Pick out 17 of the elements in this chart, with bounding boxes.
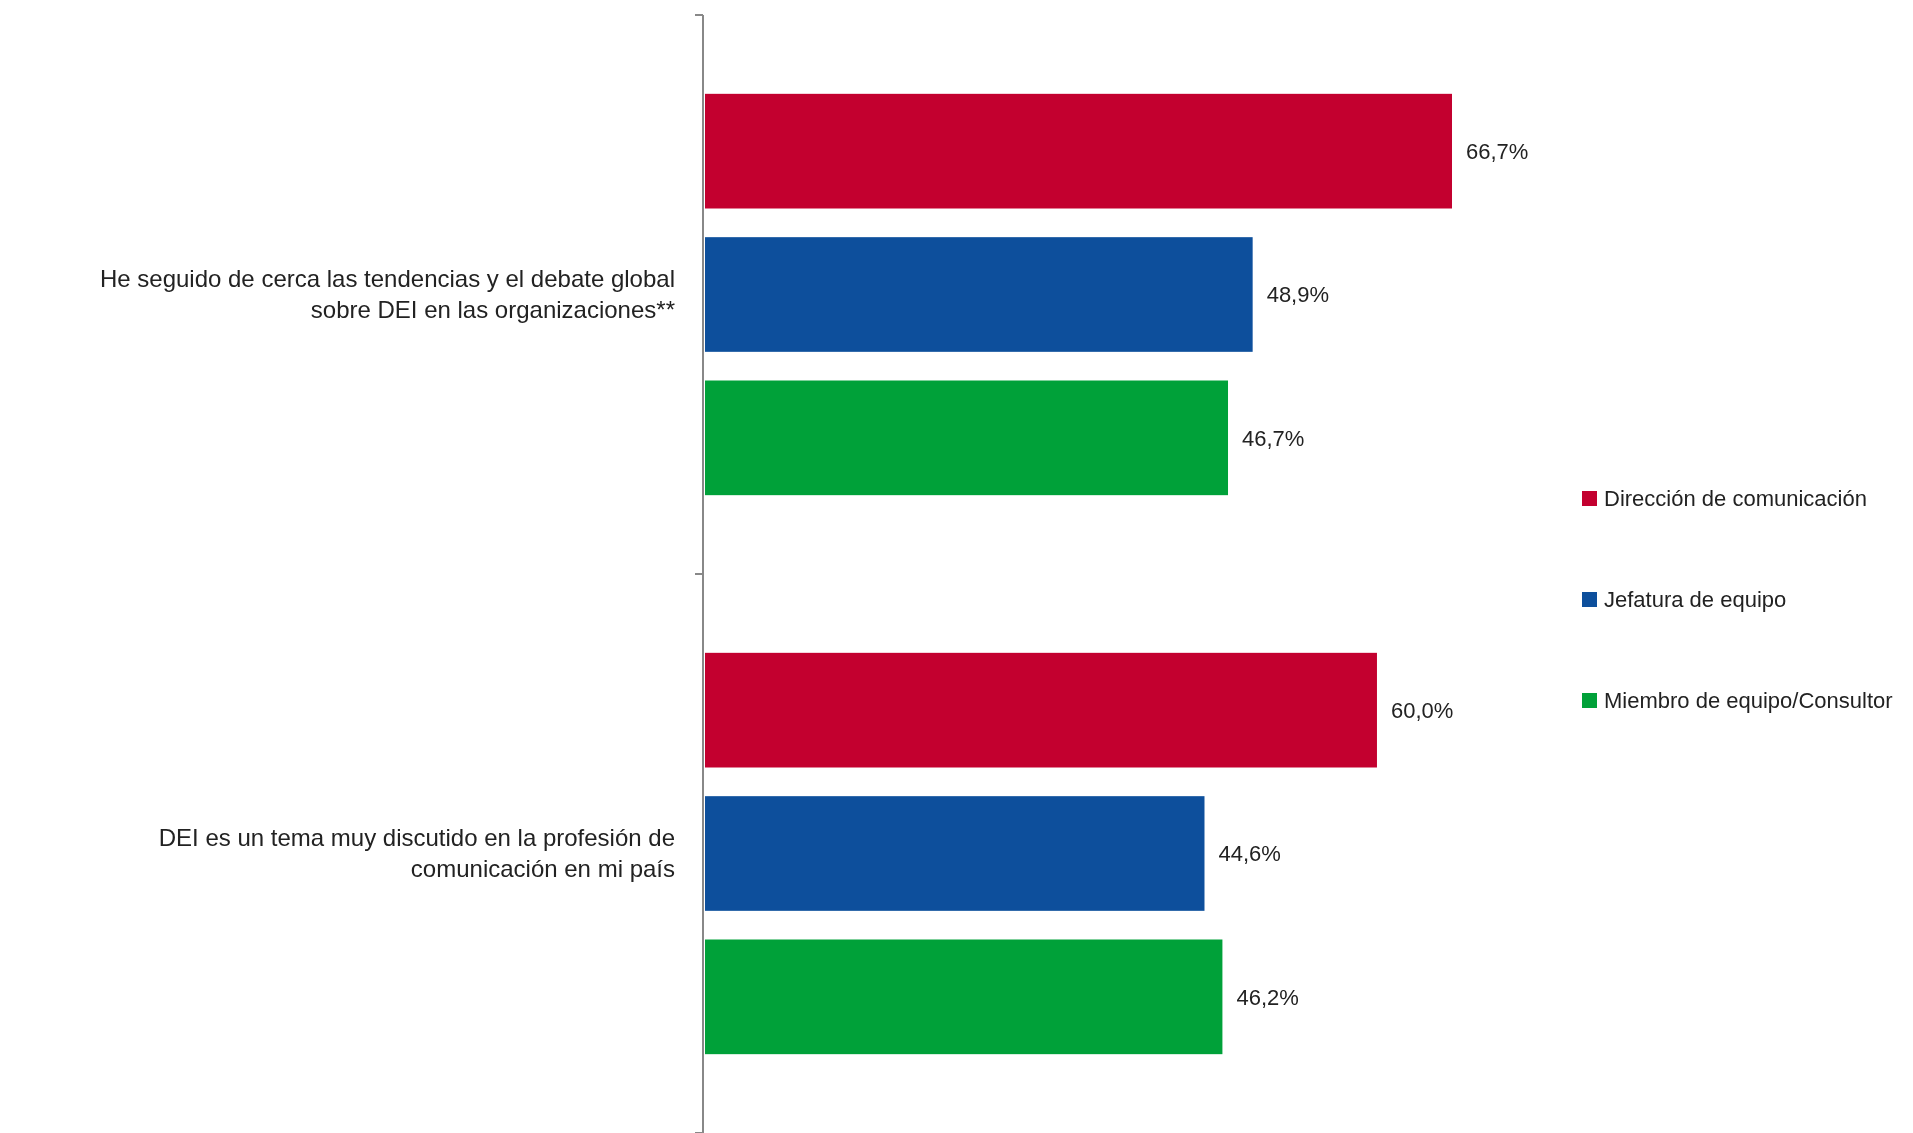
bar (705, 939, 1223, 1055)
y-tick-label: He seguido de cerca las tendencias y el debate global sobre DEI en las organizaciones** (99, 265, 675, 324)
legend-label: Dirección de comunicación (1604, 485, 1867, 511)
data-label: 44,6% (1218, 841, 1281, 867)
bar (705, 93, 1452, 209)
data-label: 46,2% (1236, 984, 1299, 1010)
data-label: 48,9% (1266, 282, 1330, 308)
data-label: 60,0% (1390, 697, 1454, 723)
data-label: 66,7% (1466, 138, 1529, 164)
y-tick-label: DEI es un tema muy discutido en la profesión de comunicación en mi país (158, 824, 675, 883)
bar (705, 237, 1253, 352)
bar (705, 796, 1205, 911)
data-label: 46,7% (1242, 425, 1305, 451)
bar (705, 652, 1377, 768)
legend-label: Miembro de equipo/Consultor (1604, 687, 1893, 713)
legend-label: Jefatura de equipo (1604, 586, 1787, 612)
bar (705, 380, 1229, 496)
